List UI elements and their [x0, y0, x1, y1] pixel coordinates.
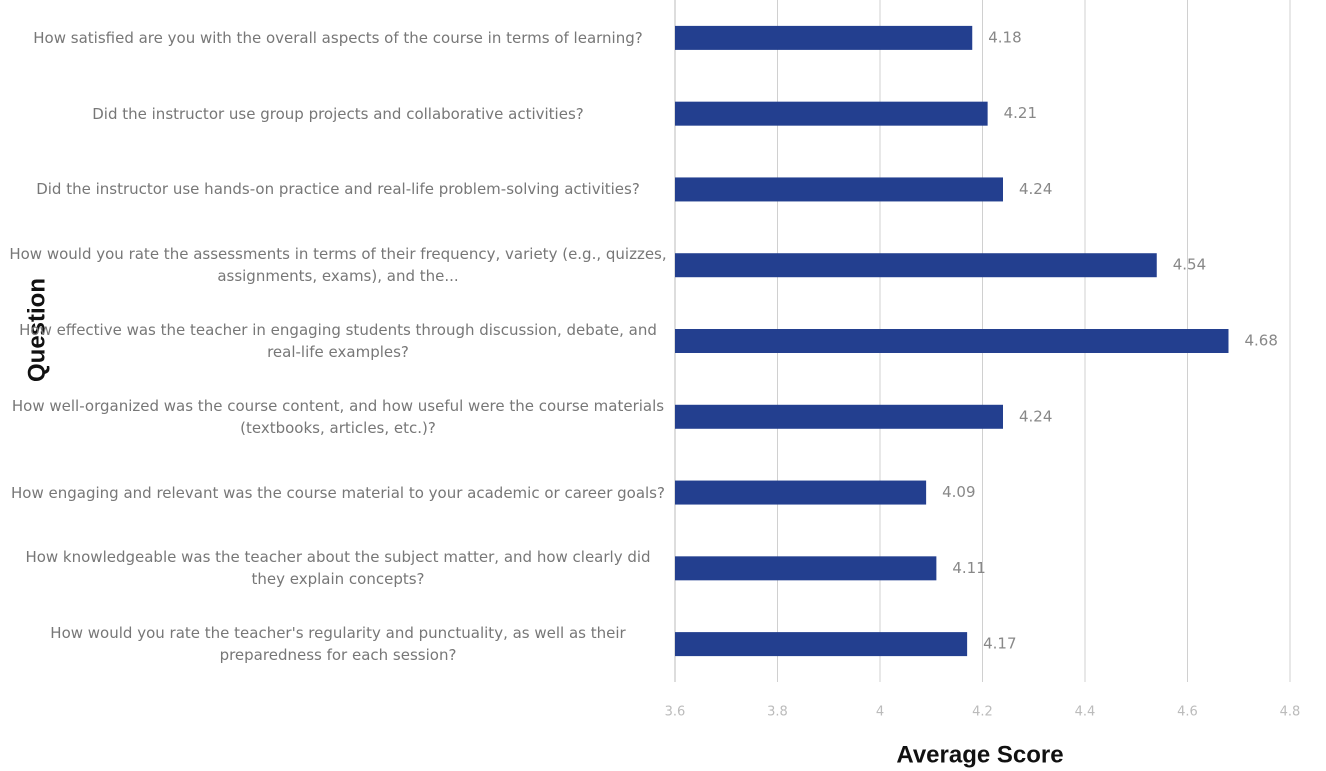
x-axis-title: Average Score: [896, 741, 1063, 768]
x-tick-label: 3.8: [767, 705, 788, 720]
y-tick-label: How would you rate the assessments in te…: [9, 245, 667, 286]
y-tick-label: How would you rate the teacher's regular…: [50, 624, 626, 665]
bar: [675, 632, 968, 657]
bar: [675, 177, 1003, 202]
y-axis-title: Question: [23, 278, 50, 382]
y-tick-label: How knowledgeable was the teacher about …: [25, 548, 651, 589]
value-label: 4.68: [1245, 332, 1278, 350]
value-label: 4.24: [1019, 180, 1052, 198]
y-tick-label: How well-organized was the course conten…: [11, 396, 665, 437]
value-label: 4.54: [1173, 256, 1206, 274]
x-tick-label: 4: [876, 705, 884, 720]
bar: [675, 253, 1157, 278]
x-tick-label: 4.8: [1280, 705, 1301, 720]
bar: [675, 329, 1229, 353]
value-label: 4.18: [988, 28, 1021, 46]
x-tick-label: 4.6: [1177, 705, 1198, 720]
bar: [675, 556, 937, 581]
y-tick-label: How satisfied are you with the overall a…: [33, 28, 643, 47]
value-label: 4.09: [942, 483, 975, 501]
x-tick-label: 4.2: [972, 705, 993, 720]
y-tick-label: Did the instructor use group projects an…: [92, 104, 584, 123]
y-tick-label: How engaging and relevant was the course…: [11, 483, 665, 502]
bar: [675, 25, 973, 50]
bar: [675, 404, 1003, 429]
value-label: 4.24: [1019, 407, 1052, 425]
y-tick-label: Did the instructor use hands-on practice…: [36, 180, 640, 199]
x-tick-label: 3.6: [665, 705, 686, 720]
value-label: 4.11: [952, 559, 985, 577]
value-label: 4.17: [983, 635, 1016, 653]
bar: [675, 101, 988, 126]
value-label: 4.21: [1004, 104, 1037, 122]
bar: [675, 480, 927, 505]
y-tick-label: How effective was the teacher in engagin…: [19, 321, 657, 361]
x-tick-label: 4.4: [1075, 705, 1096, 720]
